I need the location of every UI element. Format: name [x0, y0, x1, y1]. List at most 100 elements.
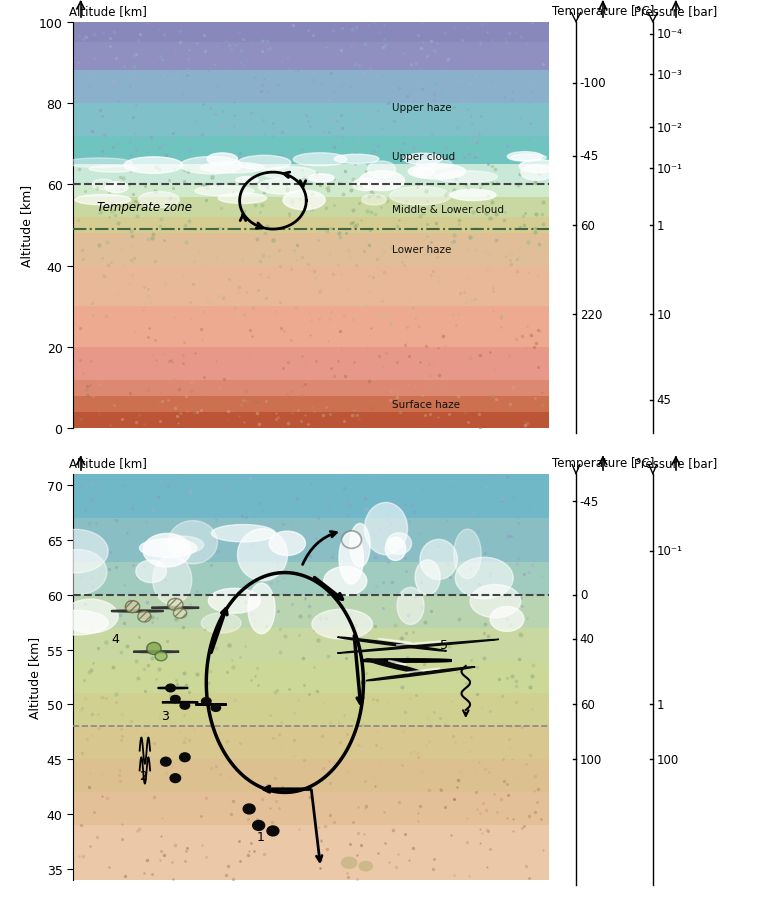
Point — [81, 388, 94, 403]
Point — [88, 656, 100, 670]
Point — [339, 308, 351, 322]
Point — [382, 855, 395, 870]
Point — [101, 235, 113, 249]
Point — [348, 355, 360, 369]
Point — [199, 254, 211, 268]
Point — [174, 405, 187, 420]
Text: Altitude [km]: Altitude [km] — [69, 457, 147, 470]
Ellipse shape — [236, 178, 258, 184]
Point — [528, 784, 541, 798]
Point — [328, 141, 340, 155]
Point — [533, 237, 545, 252]
Point — [425, 268, 437, 283]
Point — [423, 407, 435, 422]
Point — [141, 145, 153, 160]
Point — [210, 80, 223, 95]
Point — [146, 231, 158, 246]
Point — [118, 617, 131, 631]
Point — [139, 180, 151, 194]
Point — [184, 684, 196, 699]
Point — [164, 557, 176, 572]
Point — [225, 653, 237, 667]
Point — [405, 58, 417, 72]
Point — [102, 258, 114, 273]
Point — [111, 137, 123, 152]
Point — [154, 212, 167, 227]
Point — [328, 172, 340, 187]
Point — [396, 47, 409, 61]
Point — [167, 372, 180, 386]
Point — [474, 805, 486, 820]
Point — [306, 501, 318, 516]
Point — [516, 720, 528, 734]
Text: Pressure [bar]: Pressure [bar] — [634, 5, 717, 18]
Point — [239, 638, 251, 653]
Point — [79, 597, 91, 611]
Point — [197, 700, 209, 714]
Point — [525, 329, 538, 343]
Point — [402, 608, 414, 622]
Point — [515, 591, 528, 605]
Point — [522, 565, 535, 580]
Point — [282, 416, 294, 431]
Point — [328, 305, 340, 320]
Ellipse shape — [510, 154, 546, 162]
Point — [478, 627, 490, 641]
Point — [418, 584, 430, 599]
Point — [537, 842, 549, 857]
Point — [390, 860, 402, 874]
Point — [372, 756, 385, 770]
Point — [506, 752, 518, 767]
Point — [204, 102, 216, 116]
Point — [228, 119, 240, 134]
Ellipse shape — [155, 652, 167, 661]
Point — [159, 277, 171, 292]
Point — [507, 380, 519, 395]
Point — [518, 209, 530, 224]
Point — [447, 729, 459, 743]
Point — [482, 157, 495, 172]
Point — [229, 694, 241, 708]
Point — [537, 196, 549, 210]
Point — [476, 18, 488, 33]
Point — [229, 127, 241, 142]
Text: 10⁻¹: 10⁻¹ — [657, 163, 683, 175]
Point — [309, 272, 321, 286]
Point — [270, 574, 283, 589]
Point — [253, 267, 266, 282]
Point — [234, 853, 247, 868]
Point — [486, 33, 498, 48]
Point — [533, 501, 545, 516]
Point — [465, 730, 478, 744]
Point — [297, 677, 310, 692]
Point — [157, 309, 169, 323]
Point — [183, 215, 195, 229]
Point — [362, 374, 375, 388]
Point — [238, 205, 250, 219]
Point — [356, 739, 368, 753]
Point — [191, 405, 204, 420]
Point — [197, 29, 210, 43]
Point — [88, 526, 100, 540]
Point — [462, 22, 474, 36]
Point — [350, 147, 362, 162]
Point — [109, 513, 121, 527]
Point — [479, 617, 492, 631]
Point — [266, 815, 278, 830]
Point — [280, 528, 292, 543]
Ellipse shape — [420, 540, 458, 580]
Point — [442, 407, 455, 422]
Point — [210, 251, 222, 265]
Point — [169, 43, 181, 58]
Point — [215, 742, 227, 757]
Point — [276, 517, 289, 532]
Point — [270, 304, 282, 319]
Point — [96, 150, 108, 164]
Point — [258, 73, 270, 88]
Point — [254, 206, 266, 220]
Point — [440, 189, 452, 203]
Point — [165, 759, 177, 773]
Point — [526, 559, 538, 573]
Point — [249, 70, 261, 85]
Point — [127, 558, 139, 573]
